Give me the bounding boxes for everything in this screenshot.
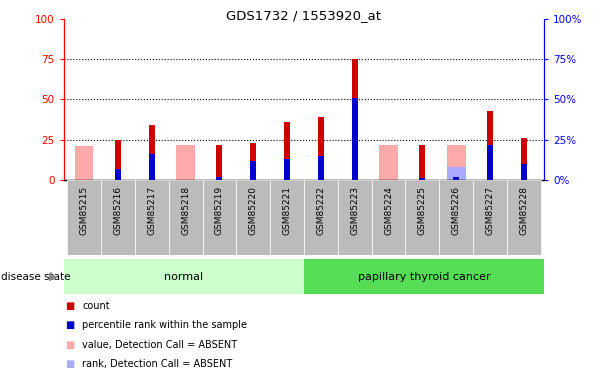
Text: GSM85218: GSM85218 xyxy=(181,186,190,235)
Text: GSM85228: GSM85228 xyxy=(519,186,528,235)
Bar xyxy=(351,98,358,180)
Bar xyxy=(379,144,398,180)
Text: ■: ■ xyxy=(65,301,75,310)
Text: GSM85224: GSM85224 xyxy=(384,186,393,235)
Bar xyxy=(304,180,338,255)
Text: GSM85221: GSM85221 xyxy=(283,186,292,235)
Bar xyxy=(284,159,290,180)
Text: ▶: ▶ xyxy=(49,272,58,282)
Text: ■: ■ xyxy=(65,359,75,369)
Text: normal: normal xyxy=(164,272,204,282)
Bar xyxy=(521,138,527,180)
Bar xyxy=(149,125,155,180)
Bar xyxy=(440,180,473,255)
Bar xyxy=(149,154,155,180)
Bar xyxy=(216,177,223,180)
Bar xyxy=(216,144,223,180)
Text: GSM85220: GSM85220 xyxy=(249,186,258,235)
Bar xyxy=(487,144,493,180)
Bar xyxy=(115,140,121,180)
Text: value, Detection Call = ABSENT: value, Detection Call = ABSENT xyxy=(82,340,237,350)
Text: ■: ■ xyxy=(65,340,75,350)
Text: GSM85215: GSM85215 xyxy=(80,186,89,235)
Bar xyxy=(101,180,135,255)
Text: percentile rank within the sample: percentile rank within the sample xyxy=(82,320,247,330)
Bar xyxy=(135,180,168,255)
Bar xyxy=(304,259,544,294)
Bar xyxy=(318,117,324,180)
Text: GSM85222: GSM85222 xyxy=(316,186,325,235)
Bar xyxy=(420,178,426,180)
Text: ■: ■ xyxy=(65,320,75,330)
Text: GSM85217: GSM85217 xyxy=(147,186,156,235)
Bar xyxy=(270,180,304,255)
Bar xyxy=(168,180,202,255)
Bar xyxy=(447,144,466,180)
Bar xyxy=(250,160,257,180)
Bar xyxy=(371,180,406,255)
Text: GSM85216: GSM85216 xyxy=(114,186,122,235)
Bar xyxy=(250,143,257,180)
Text: rank, Detection Call = ABSENT: rank, Detection Call = ABSENT xyxy=(82,359,232,369)
Bar xyxy=(521,164,527,180)
Bar xyxy=(237,180,270,255)
Text: GDS1732 / 1553920_at: GDS1732 / 1553920_at xyxy=(227,9,381,22)
Bar xyxy=(318,156,324,180)
Bar xyxy=(75,146,94,180)
Bar xyxy=(67,180,101,255)
Text: count: count xyxy=(82,301,109,310)
Bar xyxy=(351,59,358,180)
Bar xyxy=(64,259,304,294)
Bar xyxy=(406,180,440,255)
Bar xyxy=(420,144,426,180)
Bar xyxy=(176,144,195,180)
Text: GSM85227: GSM85227 xyxy=(486,186,494,235)
Bar xyxy=(338,180,371,255)
Text: GSM85225: GSM85225 xyxy=(418,186,427,235)
Bar xyxy=(115,169,121,180)
Text: GSM85223: GSM85223 xyxy=(350,186,359,235)
Bar xyxy=(447,167,466,180)
Bar xyxy=(473,180,507,255)
Bar xyxy=(284,122,290,180)
Text: disease state: disease state xyxy=(1,272,71,282)
Bar xyxy=(507,180,541,255)
Text: papillary thyroid cancer: papillary thyroid cancer xyxy=(358,272,491,282)
Bar xyxy=(202,180,237,255)
Text: GSM85219: GSM85219 xyxy=(215,186,224,235)
Bar xyxy=(487,111,493,180)
Bar xyxy=(453,177,459,180)
Text: GSM85226: GSM85226 xyxy=(452,186,461,235)
